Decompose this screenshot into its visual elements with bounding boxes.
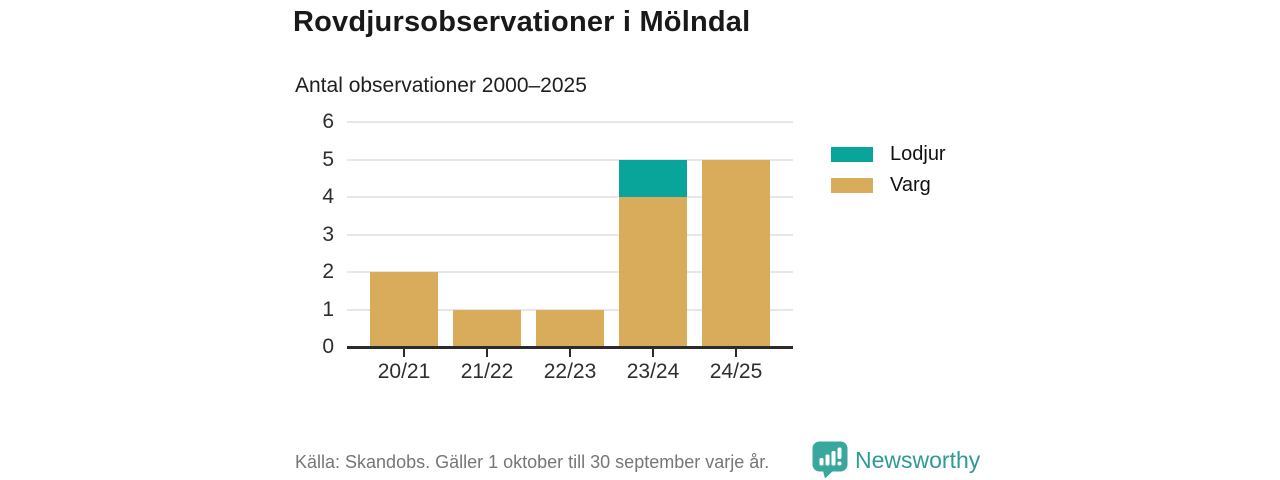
y-axis-tick-label: 6 [322,110,334,133]
legend: Lodjur Varg [831,143,946,205]
x-axis-tick [652,349,654,357]
x-axis-tick [403,349,405,357]
grid-line [347,121,793,123]
chart-title: Rovdjursobservationer i Mölndal [293,6,751,38]
bar-segment [619,197,687,347]
grid-line [347,158,793,161]
grid-line [347,196,793,198]
x-axis-tick [569,349,571,357]
source-note: Källa: Skandobs. Gäller 1 oktober till 3… [295,452,770,472]
grid-line [347,233,793,236]
y-axis-tick-label: 3 [322,222,334,246]
y-axis-tick-label: 1 [322,297,334,321]
legend-item: Varg [831,174,946,196]
y-axis-tick-label: 0 [322,335,334,358]
bar-segment [370,272,438,347]
legend-label: Varg [890,174,931,196]
legend-swatch [831,146,873,162]
legend-label: Lodjur [890,143,946,165]
x-axis-tick-label: 20/21 [377,360,431,383]
bar-segment [453,309,521,347]
grid-line [347,271,793,273]
y-axis-tick-label: 4 [322,185,334,208]
x-axis-tick-label: 22/23 [543,360,597,383]
newsworthy-logo: Newsworthy [812,441,980,479]
legend-swatch [831,177,873,193]
x-axis-tick-label: 23/24 [626,360,680,383]
bar-segment [536,309,604,347]
chart-subtitle: Antal observationer 2000–2025 [295,74,587,97]
y-axis-tick-label: 5 [322,147,334,171]
bar-segment [619,159,687,197]
bar-segment [702,159,770,347]
legend-item: Lodjur [831,143,946,165]
y-axis-tick-label: 2 [322,260,334,283]
x-axis-tick-label: 21/22 [460,360,514,383]
x-axis-tick [735,349,737,357]
newsworthy-icon [812,441,848,479]
newsworthy-wordmark: Newsworthy [855,446,981,473]
x-axis-tick [486,349,488,357]
x-axis-tick-label: 24/25 [709,360,763,383]
x-axis-line [347,346,793,349]
